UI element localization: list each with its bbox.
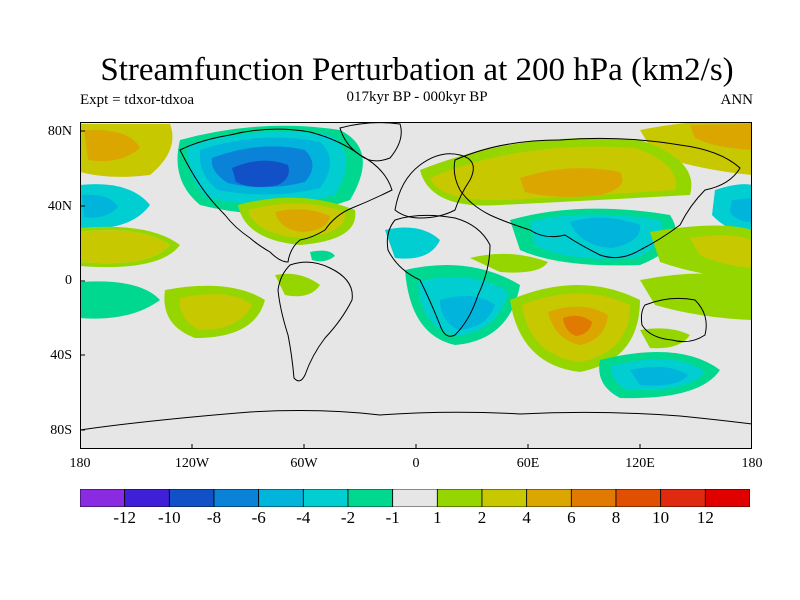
continent-outlines: [80, 122, 752, 431]
contour-io-high-6: [563, 315, 592, 336]
colorbar-label: 2: [477, 508, 487, 527]
colorbar-swatch: [481, 489, 528, 507]
colorbar-label: -8: [206, 508, 222, 527]
lat-label-40n: 40N: [47, 199, 72, 214]
africa-outline: [386, 214, 491, 337]
contour-np-high-4: [84, 129, 140, 162]
contour-atl-high-4: [275, 209, 330, 232]
map-title: Streamfunction Perturbation at 200 hPa (…: [100, 52, 734, 88]
colorbar-swatch: [436, 489, 483, 507]
australia-outline: [640, 297, 707, 343]
colorbar-label: -4: [296, 508, 311, 527]
colorbar-label: 6: [567, 508, 576, 527]
colorbar-swatch: [526, 489, 572, 507]
contour-np-high-east-4: [690, 124, 752, 150]
colorbar-swatch: [80, 489, 126, 507]
colorbar-label: -2: [340, 508, 356, 527]
colorbar-label: 10: [652, 508, 670, 527]
lon-label-120e: 120E: [625, 456, 655, 471]
colorbar-swatch: [302, 489, 349, 507]
lon-label-180w: 180: [69, 456, 91, 471]
lon-label-180e: 180: [741, 456, 763, 471]
contour-fills: [80, 122, 752, 399]
colorbar-label: 12: [696, 508, 714, 527]
lat-label-40s: 40S: [50, 348, 72, 363]
colorbar-swatch: [615, 489, 662, 507]
lon-label-60w: 60W: [290, 456, 318, 471]
colorbar-label: -1: [385, 508, 400, 527]
colorbar-label: -12: [113, 508, 136, 527]
contour-asia-low-4: [570, 217, 641, 248]
contour-eq-green-1: [275, 273, 320, 297]
colorbar-swatch: [660, 489, 706, 507]
colorbar-swatch: [347, 489, 394, 507]
contour-sp-high-2: [179, 294, 252, 330]
lon-label-0: 0: [412, 456, 420, 471]
contour-ep-low-east-2: [730, 198, 752, 222]
experiment-label: Expt = tdxor-tdxoa: [80, 92, 194, 108]
colorbar-swatch: [213, 489, 260, 507]
time-subtitle: 017kyr BP - 000kyr BP: [346, 89, 488, 105]
contour-tropics-e-2: [690, 235, 752, 268]
season-label: ANN: [720, 92, 754, 108]
colorbar-swatch: [392, 489, 438, 507]
colorbar-label: -6: [251, 508, 266, 527]
contour-africa-low: [385, 227, 440, 259]
south-america-outline: [277, 261, 353, 382]
contour-se-green-2: [640, 328, 690, 349]
colorbar-swatch: [168, 489, 215, 507]
colorbar-label: 4: [522, 508, 531, 527]
north-america-outline: [179, 128, 393, 263]
contour-se-green: [640, 273, 752, 320]
asia-outline: [453, 137, 741, 259]
contour-sp-green: [80, 281, 160, 319]
lat-label-80n: 80N: [47, 124, 72, 139]
contour-eu-high-4: [520, 168, 623, 197]
colorbar-label: 8: [611, 508, 621, 527]
colorbar: [80, 489, 750, 507]
contour-tropics-w-green: [80, 226, 180, 268]
contour-africa-low-green: [310, 250, 335, 262]
contour-tropics-w: [80, 230, 170, 264]
lon-label-60e: 60E: [516, 456, 540, 471]
colorbar-swatch: [124, 489, 170, 507]
lon-label-120w: 120W: [174, 456, 210, 471]
contour-ep-low-2: [82, 194, 118, 218]
contour-na-low-8: [232, 160, 289, 187]
antarctica-outline: [80, 410, 752, 431]
colorbar-label: 1: [433, 508, 442, 527]
contour-sa-low-4: [440, 296, 495, 330]
colorbar-swatch: [704, 489, 750, 507]
europe-outline: [394, 153, 474, 219]
colorbar-swatch: [258, 489, 304, 507]
axis-ticks: [80, 130, 641, 449]
contour-so-low-4: [630, 366, 688, 386]
lat-label-0: 0: [65, 273, 72, 288]
streamfunction-map: [80, 122, 752, 449]
colorbar-swatch: [570, 489, 617, 507]
lat-label-80s: 80S: [50, 423, 72, 438]
colorbar-label: -10: [157, 508, 181, 527]
